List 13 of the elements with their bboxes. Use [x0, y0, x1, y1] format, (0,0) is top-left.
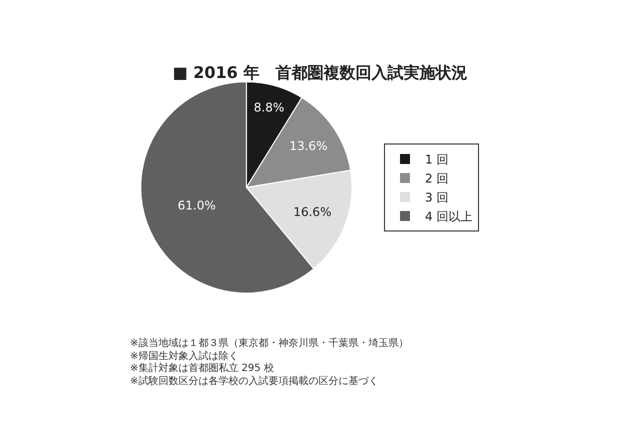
data-label: 8.8%	[254, 100, 284, 115]
chart-title: ■ 2016 年 首都圏複数回入試実施状況	[172, 63, 468, 82]
data-label: 16.6%	[293, 205, 332, 220]
data-label: 61.0%	[178, 198, 216, 212]
legend-label: 1 回	[425, 152, 448, 167]
text: ※集計対象は首都圏私立 295 校	[130, 362, 274, 374]
legend-label: 4 回以上	[425, 210, 472, 224]
data-label: 13.6%	[289, 138, 328, 153]
legend-label: 2 回	[425, 172, 448, 186]
text: ※帰国生対象入試は除く	[130, 350, 238, 362]
text: ※試験回数区分は各学校の入試要項掲載の区分に基づく	[130, 375, 378, 387]
legend-label: 3 回	[425, 190, 448, 205]
text: ※該当地域は１都３県（東京都・神奈川県・千葉県・埼玉県）	[130, 337, 408, 349]
